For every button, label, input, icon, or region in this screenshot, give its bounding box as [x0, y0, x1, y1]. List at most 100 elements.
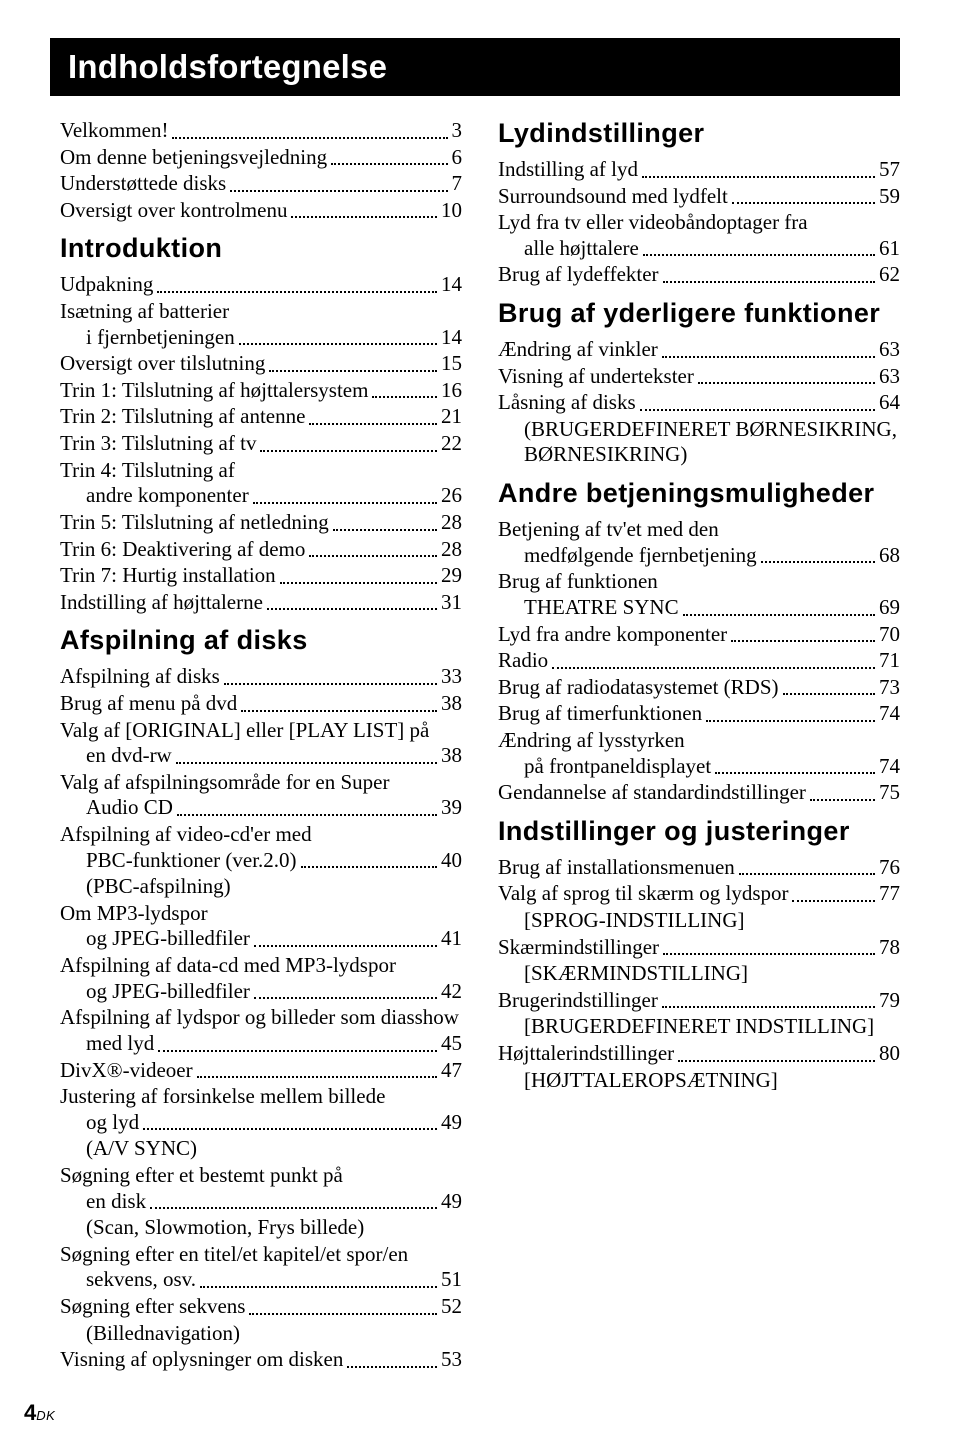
toc-entry: Brugerindstillinger79 [498, 988, 900, 1014]
page-number-value: 4 [24, 1400, 36, 1425]
toc-note: [HØJTTALEROPSÆTNING] [498, 1068, 900, 1094]
toc-note: (A/V SYNC) [60, 1136, 462, 1162]
toc-page-number: 71 [877, 648, 900, 674]
toc-leader [761, 561, 875, 563]
toc-entry-label-tail: på frontpaneldisplayet [524, 754, 711, 780]
toc-leader [260, 450, 437, 452]
toc-body: Velkommen!3Om denne betjeningsvejledning… [60, 118, 900, 1388]
toc-leader [331, 163, 447, 165]
toc-entry-label: Afspilning af lydspor og billeder som di… [60, 1005, 462, 1031]
toc-note: (BRUGERDEFINERET BØRNESIKRING, BØRNESIKR… [498, 417, 900, 468]
toc-page-number: 39 [439, 795, 462, 821]
toc-entry-tail: på frontpaneldisplayet 74 [498, 754, 900, 780]
toc-entry-label: Søgning efter sekvens [60, 1294, 245, 1320]
toc-entry: Højttalerindstillinger80 [498, 1041, 900, 1067]
toc-entry-label: Søgning efter en titel/et kapitel/et spo… [60, 1242, 462, 1268]
toc-entry: Velkommen!3 [60, 118, 462, 144]
toc-page-number: 10 [439, 198, 462, 224]
toc-entry: Indstilling af højttalerne31 [60, 590, 462, 616]
toc-page-number: 63 [877, 337, 900, 363]
toc-entry-label: Trin 4: Tilslutning af [60, 458, 462, 484]
toc-leader [783, 693, 875, 695]
toc-entry: Surroundsound med lydfelt59 [498, 184, 900, 210]
toc-entry-label: Betjening af tv'et med den [498, 517, 900, 543]
toc-note: [SKÆRMINDSTILLING] [498, 961, 900, 987]
toc-leader [662, 1006, 875, 1008]
toc-entry-tail: THEATRE SYNC69 [498, 595, 900, 621]
toc-leader [254, 997, 437, 999]
toc-entry: Trin 3: Tilslutning af tv22 [60, 431, 462, 457]
toc-entry: Trin 2: Tilslutning af antenne21 [60, 404, 462, 430]
toc-leader [157, 291, 437, 293]
toc-entry-label: Brug af lydeffekter [498, 262, 659, 288]
toc-entry: Ændring af vinkler63 [498, 337, 900, 363]
toc-leader [172, 137, 447, 139]
toc-entry-tail: med lyd45 [60, 1031, 462, 1057]
toc-leader [143, 1128, 437, 1130]
toc-entry: Brug af radiodatasystemet (RDS)73 [498, 675, 900, 701]
toc-page-number: 14 [439, 272, 462, 298]
toc-entry: Trin 5: Tilslutning af netledning28 [60, 510, 462, 536]
toc-entry-label: Brug af timerfunktionen [498, 701, 702, 727]
toc-entry-label: Lyd fra andre komponenter [498, 622, 727, 648]
toc-entry: Om denne betjeningsvejledning6 [60, 145, 462, 171]
toc-entry-label: Brug af funktionen [498, 569, 900, 595]
toc-page-number: 51 [439, 1267, 462, 1293]
toc-page-number: 69 [877, 595, 900, 621]
toc-note: [BRUGERDEFINERET INDSTILLING] [498, 1014, 900, 1040]
toc-entry: Trin 7: Hurtig installation29 [60, 563, 462, 589]
toc-leader [678, 1060, 875, 1062]
toc-page-number: 62 [877, 262, 900, 288]
toc-page-number: 53 [439, 1347, 462, 1373]
toc-note: [SPROG-INDSTILLING] [498, 908, 900, 934]
toc-entry-tail: og lyd49 [60, 1110, 462, 1136]
toc-page-number: 14 [439, 325, 462, 351]
toc-leader [241, 710, 437, 712]
toc-leader [176, 762, 437, 764]
toc-leader [309, 555, 437, 557]
toc-leader [642, 176, 875, 178]
toc-leader [731, 640, 875, 642]
toc-entry-label: Gendannelse af standardindstillinger [498, 780, 806, 806]
toc-entry-label: Trin 6: Deaktivering af demo [60, 537, 305, 563]
toc-page-number: 26 [439, 483, 462, 509]
toc-leader [239, 343, 437, 345]
toc-entry-label: Indstilling af lyd [498, 157, 638, 183]
toc-page-number: 38 [439, 743, 462, 769]
toc-entry-label: Søgning efter et bestemt punkt på [60, 1163, 462, 1189]
toc-entry-label: Om MP3-lydspor [60, 901, 462, 927]
toc-section-heading: Afspilning af disks [60, 625, 462, 656]
toc-leader [253, 502, 437, 504]
toc-entry-label-tail: og lyd [86, 1110, 139, 1136]
toc-entry-label: Brug af menu på dvd [60, 691, 237, 717]
toc-leader [698, 382, 875, 384]
toc-leader [267, 608, 437, 610]
toc-page-number: 47 [439, 1058, 462, 1084]
toc-entry: Skærmindstillinger78 [498, 935, 900, 961]
toc-page-number: 38 [439, 691, 462, 717]
toc-leader [150, 1207, 437, 1209]
toc-entry: Trin 1: Tilslutning af højttalersystem16 [60, 378, 462, 404]
toc-entry-label: Trin 3: Tilslutning af tv [60, 431, 256, 457]
toc-page-number: 73 [877, 675, 900, 701]
toc-leader [810, 799, 875, 801]
toc-entry-label: Lyd fra tv eller videobåndoptager fra [498, 210, 900, 236]
toc-page-number: 61 [877, 236, 900, 262]
toc-section-heading: Indstillinger og justeringer [498, 816, 900, 847]
toc-section-heading: Introduktion [60, 233, 462, 264]
toc-entry-label: Afspilning af disks [60, 664, 220, 690]
toc-entry-label: Trin 2: Tilslutning af antenne [60, 404, 305, 430]
toc-entry-label: Trin 1: Tilslutning af højttalersystem [60, 378, 368, 404]
toc-leader [552, 667, 875, 669]
toc-page-number: 74 [877, 754, 900, 780]
toc-page-number: 75 [877, 780, 900, 806]
toc-page-number: 40 [439, 848, 462, 874]
toc-leader [254, 945, 437, 947]
toc-page-number: 3 [450, 118, 463, 144]
toc-page-number: 29 [439, 563, 462, 589]
toc-entry-tail: medfølgende fjernbetjening68 [498, 543, 900, 569]
toc-entry-label: Valg af afspilningsområde for en Super [60, 770, 462, 796]
toc-page-number: 78 [877, 935, 900, 961]
toc-leader [333, 529, 437, 531]
toc-entry-label: Isætning af batterier [60, 299, 462, 325]
